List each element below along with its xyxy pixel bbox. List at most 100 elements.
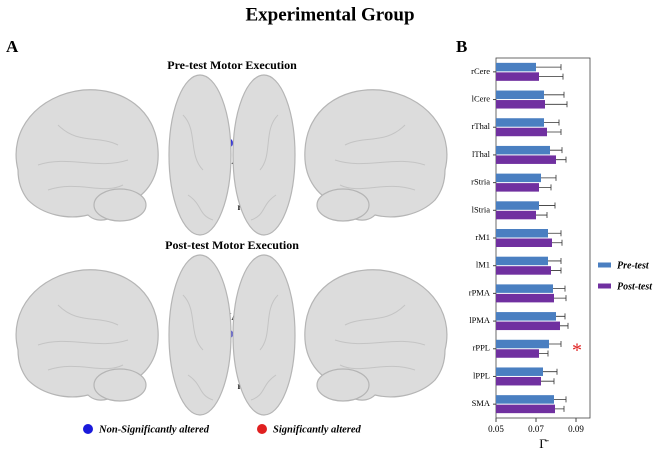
error-bar	[548, 230, 562, 237]
y-tick-label: rPPL	[473, 343, 490, 353]
error-bar	[556, 156, 567, 163]
error-bar	[539, 184, 552, 191]
bar	[496, 284, 553, 293]
error-bar	[556, 313, 566, 320]
legend-label: Post-test	[617, 281, 653, 292]
error-bar	[544, 119, 560, 126]
error-bar	[543, 368, 558, 375]
bar	[496, 293, 554, 303]
brain-fold	[182, 114, 279, 221]
bar	[496, 229, 548, 238]
bar	[496, 72, 539, 81]
cerebellum	[93, 368, 147, 402]
y-tick-label: lPPL	[473, 370, 490, 380]
bar	[496, 127, 547, 137]
hemisphere	[168, 74, 232, 236]
brain-fold	[334, 304, 426, 371]
error-bar	[539, 202, 556, 209]
error-bar	[548, 257, 562, 264]
error-bar	[539, 73, 564, 80]
brain-fold	[182, 294, 279, 401]
bar	[496, 376, 541, 386]
bar	[496, 349, 539, 358]
cerebellum	[316, 188, 370, 222]
brain-lateral	[304, 89, 448, 222]
error-bar	[550, 147, 563, 154]
error-bar	[560, 322, 569, 329]
figure-title: Experimental Group	[245, 4, 414, 25]
bar	[496, 404, 555, 414]
bar	[496, 238, 552, 247]
y-tick-label: rM1	[475, 232, 490, 242]
error-bar	[536, 212, 548, 219]
error-bar	[554, 295, 567, 302]
bar	[496, 155, 556, 164]
panel-label: B	[456, 37, 467, 56]
error-bar	[554, 396, 567, 403]
bar	[496, 210, 536, 220]
error-bar	[553, 285, 566, 292]
y-tick-label: rCere	[471, 66, 490, 76]
hemisphere	[168, 254, 232, 416]
bar	[496, 395, 554, 404]
cerebellum	[93, 188, 147, 222]
y-tick-label: lM1	[476, 260, 490, 270]
y-tick-label: lStria	[472, 204, 491, 214]
cerebellum	[316, 368, 370, 402]
legend-label: Non-Significantly altered	[98, 424, 210, 435]
bar	[496, 100, 545, 109]
error-bar	[551, 267, 562, 274]
bar	[496, 62, 536, 72]
brain-fold	[334, 124, 426, 191]
legend-label: Significantly altered	[273, 424, 362, 435]
x-tick-label: 0.05	[488, 424, 504, 434]
bar	[496, 321, 560, 331]
bar	[496, 256, 548, 266]
hemisphere	[232, 254, 296, 416]
panel-label: A	[6, 37, 19, 56]
x-tick-label: 0.07	[528, 424, 544, 434]
row-title: Pre-test Motor Execution	[167, 58, 297, 72]
y-tick-label: rPMA	[469, 287, 491, 297]
significance-marker: *	[572, 339, 582, 361]
y-tick-label: rThal	[472, 121, 491, 131]
hemisphere	[232, 74, 296, 236]
bar	[496, 367, 543, 376]
y-tick-label: lCere	[472, 93, 491, 103]
row-title: Post-test Motor Execution	[165, 238, 299, 252]
error-bar	[539, 350, 549, 357]
y-tick-label: rStria	[471, 177, 490, 187]
error-bar	[555, 405, 565, 412]
error-bar	[552, 239, 563, 246]
error-bar	[541, 378, 555, 385]
brain-lateral	[15, 89, 159, 222]
brain-fold	[37, 124, 129, 191]
error-bar	[544, 91, 565, 98]
x-tick-label: 0.09	[568, 424, 584, 434]
bar	[496, 312, 556, 321]
brain-fold	[37, 304, 129, 371]
bar	[496, 173, 541, 183]
y-tick-label: lThal	[472, 149, 491, 159]
brain-top	[168, 74, 296, 236]
y-tick-label: lPMA	[469, 315, 491, 325]
legend-swatch	[83, 424, 93, 434]
brain-lateral	[304, 269, 448, 402]
error-bar	[536, 64, 562, 71]
error-bar	[549, 341, 562, 348]
error-bar	[541, 174, 557, 181]
legend-swatch	[257, 424, 267, 434]
bar	[496, 339, 549, 349]
legend-label: Pre-test	[617, 260, 650, 271]
x-axis-label: Γ̄	[539, 436, 549, 451]
bar	[496, 266, 551, 275]
y-tick-label: SMA	[472, 398, 491, 408]
bar	[496, 90, 544, 100]
bar	[496, 145, 550, 155]
bar	[496, 183, 539, 192]
error-bar	[547, 128, 562, 135]
brain-top	[168, 254, 296, 416]
plot-frame	[495, 57, 591, 419]
brain-lateral	[15, 269, 159, 402]
